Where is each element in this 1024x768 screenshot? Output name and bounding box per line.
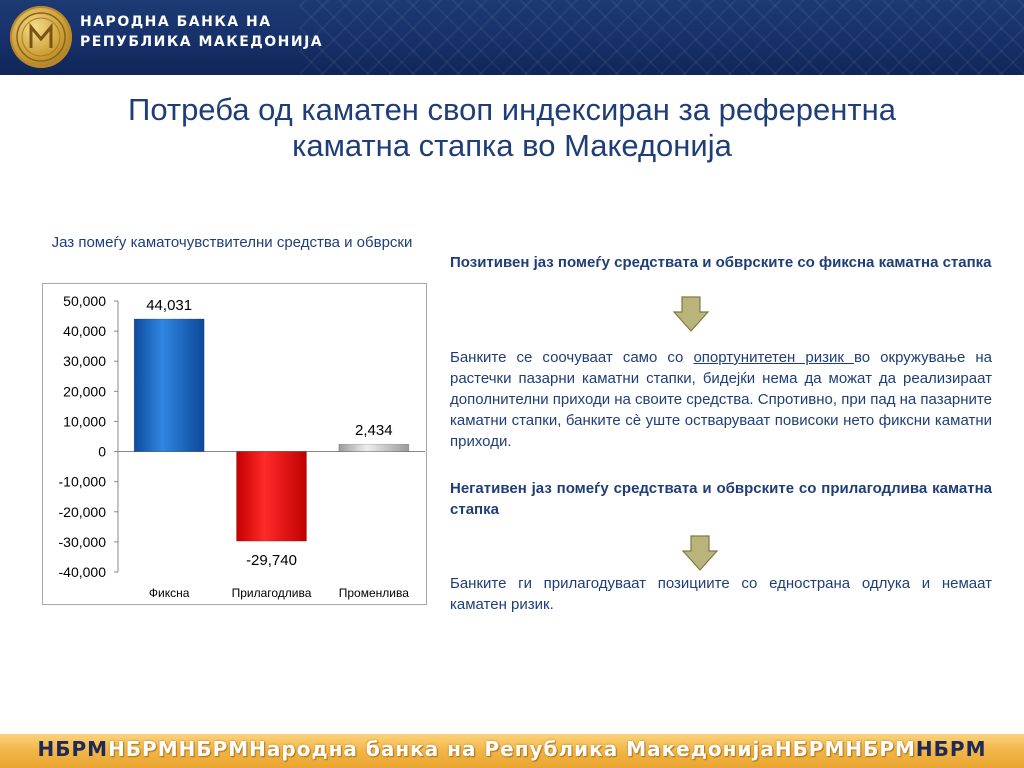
- header-pattern: [300, 0, 1024, 75]
- y-tick-label: 50,000: [63, 293, 106, 309]
- footer-repeat-left: НБРМНБРМ: [108, 737, 250, 761]
- footer-prefix: НБРМ: [37, 737, 109, 761]
- down-arrow-icon: [673, 296, 709, 332]
- data-label: -29,740: [246, 552, 297, 569]
- footer-bank-name: Народна банка на Република Македонија: [249, 737, 775, 761]
- paragraph1-start: Банките се соочуваат само со: [450, 349, 694, 366]
- y-tick-label: 0: [98, 444, 106, 460]
- y-tick-label: 20,000: [63, 383, 106, 399]
- x-category-label: Фиксна: [149, 586, 190, 600]
- y-tick-label: -10,000: [59, 474, 107, 490]
- footer-suffix: НБРМ: [915, 737, 987, 761]
- paragraph2: Банките ги прилагодуваат позициите со ед…: [450, 575, 992, 613]
- positive-gap-paragraph: Банките се соочуваат само со опортунитет…: [450, 347, 992, 452]
- footer-banner: НБРМНБРМНБРМНародна банка на Република М…: [0, 734, 1024, 768]
- slide-title-line2: каматна стапка во Македонија: [292, 128, 732, 163]
- x-category-label: Променлива: [339, 586, 409, 600]
- x-category-label: Прилагодлива: [232, 586, 312, 600]
- positive-gap-heading: Позитивен јаз помеѓу средствата и обврск…: [450, 254, 992, 271]
- slide-title: Потреба од каматен своп индексиран за ре…: [60, 92, 964, 164]
- bank-name: НАРОДНА БАНКА НА РЕПУБЛИКА МАКЕДОНИЈА: [80, 12, 323, 52]
- footer-repeat-right: НБРМНБРМ: [774, 737, 916, 761]
- negative-gap-heading: Негативен јаз помеѓу средствата и обврск…: [450, 480, 992, 518]
- opportunity-risk-link[interactable]: опортунитетен ризик: [693, 349, 854, 366]
- slide-title-line1: Потреба од каматен своп индексиран за ре…: [128, 92, 896, 127]
- paragraph1-rest: во окружување на растечки пазарни каматн…: [450, 349, 992, 450]
- y-tick-label: -40,000: [59, 564, 107, 580]
- data-label: 44,031: [146, 297, 192, 314]
- bank-name-line1: НАРОДНА БАНКА НА: [80, 14, 272, 30]
- bar-chart: 50,000 40,000 30,000 20,000 10,000 0 -10,000 -2…: [59, 293, 425, 600]
- bar-2: [236, 451, 307, 542]
- data-label: 2,434: [355, 422, 393, 439]
- nbrm-seal-icon: [10, 6, 72, 68]
- positive-gap-section: Позитивен јаз помеѓу средствата и обврск…: [450, 252, 992, 273]
- y-tick-label: -30,000: [59, 534, 107, 550]
- down-arrow-icon: [682, 535, 718, 571]
- y-tick-label: 40,000: [63, 323, 106, 339]
- y-tick-label: 10,000: [63, 413, 106, 429]
- footer-text: НБРМНБРМНБРМНародна банка на Република М…: [0, 737, 1024, 761]
- negative-gap-section: Негативен јаз помеѓу средствата и обврск…: [450, 478, 992, 520]
- bar-3: [338, 443, 410, 452]
- chart-title: Јаз помеѓу каматочувствителни средства и…: [51, 234, 413, 251]
- negative-gap-paragraph: Банките ги прилагодуваат позициите со ед…: [450, 573, 992, 615]
- y-tick-label: -20,000: [59, 504, 107, 520]
- chart-frame: 50,000 40,000 30,000 20,000 10,000 0 -10,000 -2…: [42, 283, 427, 605]
- y-tick-label: 30,000: [63, 353, 106, 369]
- bar-1: [133, 318, 205, 452]
- bank-name-line2: РЕПУБЛИКА МАКЕДОНИЈА: [80, 34, 324, 50]
- header-banner: НАРОДНА БАНКА НА РЕПУБЛИКА МАКЕДОНИЈА: [0, 0, 1024, 75]
